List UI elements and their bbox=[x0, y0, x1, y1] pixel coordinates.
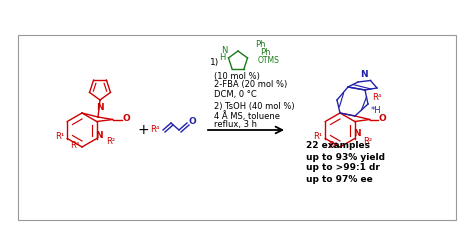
Text: 4 Å MS, toluene: 4 Å MS, toluene bbox=[214, 111, 280, 121]
Text: DCM, 0 °C: DCM, 0 °C bbox=[214, 90, 257, 98]
Text: N: N bbox=[353, 129, 361, 138]
Text: 2) TsOH (40 mol %): 2) TsOH (40 mol %) bbox=[214, 102, 295, 112]
Text: OTMS: OTMS bbox=[257, 56, 279, 65]
Text: R²: R² bbox=[363, 136, 372, 146]
Text: N: N bbox=[96, 103, 104, 112]
Text: O: O bbox=[123, 114, 130, 123]
Text: R¹: R¹ bbox=[313, 132, 322, 141]
Text: up to 93% yield: up to 93% yield bbox=[306, 153, 385, 161]
Text: Ph: Ph bbox=[255, 40, 266, 49]
Text: R²: R² bbox=[106, 137, 115, 147]
Text: reflux, 3 h: reflux, 3 h bbox=[214, 121, 257, 129]
Text: 22 examples: 22 examples bbox=[306, 141, 370, 150]
Text: N: N bbox=[95, 130, 102, 139]
Text: O: O bbox=[379, 114, 386, 123]
Text: 2-FBA (20 mol %): 2-FBA (20 mol %) bbox=[214, 81, 287, 90]
Text: up to >99:1 dr: up to >99:1 dr bbox=[306, 163, 380, 173]
Text: Ph: Ph bbox=[261, 48, 271, 57]
Text: H: H bbox=[219, 53, 226, 62]
Text: +: + bbox=[137, 123, 149, 137]
Text: N: N bbox=[360, 70, 368, 79]
Text: *H: *H bbox=[371, 106, 382, 115]
Text: R⁴: R⁴ bbox=[372, 93, 382, 102]
Text: O: O bbox=[189, 117, 197, 125]
Text: up to 97% ee: up to 97% ee bbox=[306, 175, 373, 184]
Text: R³: R³ bbox=[328, 141, 337, 150]
Text: R¹: R¹ bbox=[55, 132, 64, 141]
Text: R³: R³ bbox=[70, 141, 79, 150]
Text: (10 mol %): (10 mol %) bbox=[214, 71, 260, 81]
Text: 1): 1) bbox=[210, 59, 219, 67]
Text: N: N bbox=[221, 46, 228, 55]
Text: R⁴: R⁴ bbox=[150, 125, 159, 134]
FancyBboxPatch shape bbox=[18, 35, 456, 220]
